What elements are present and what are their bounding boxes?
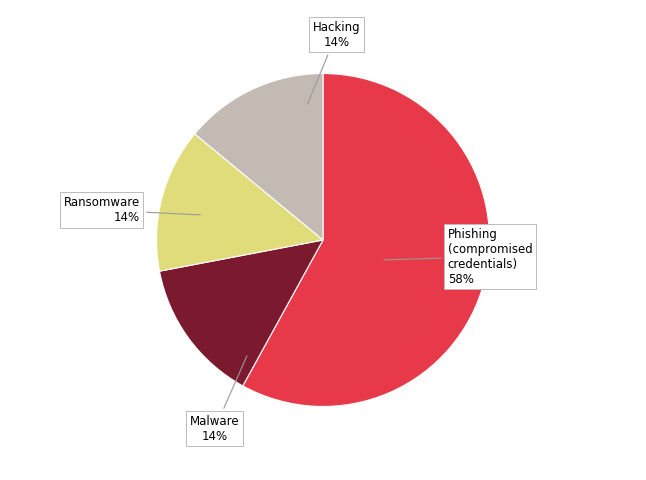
Wedge shape — [156, 134, 323, 271]
Wedge shape — [243, 73, 490, 407]
Text: Malware
14%: Malware 14% — [190, 356, 247, 443]
Wedge shape — [194, 73, 323, 240]
Wedge shape — [160, 240, 323, 386]
Text: Ransomware
14%: Ransomware 14% — [64, 196, 200, 224]
Text: Hacking
14%: Hacking 14% — [307, 21, 360, 104]
Text: Phishing
(compromised
credentials)
58%: Phishing (compromised credentials) 58% — [384, 228, 532, 286]
